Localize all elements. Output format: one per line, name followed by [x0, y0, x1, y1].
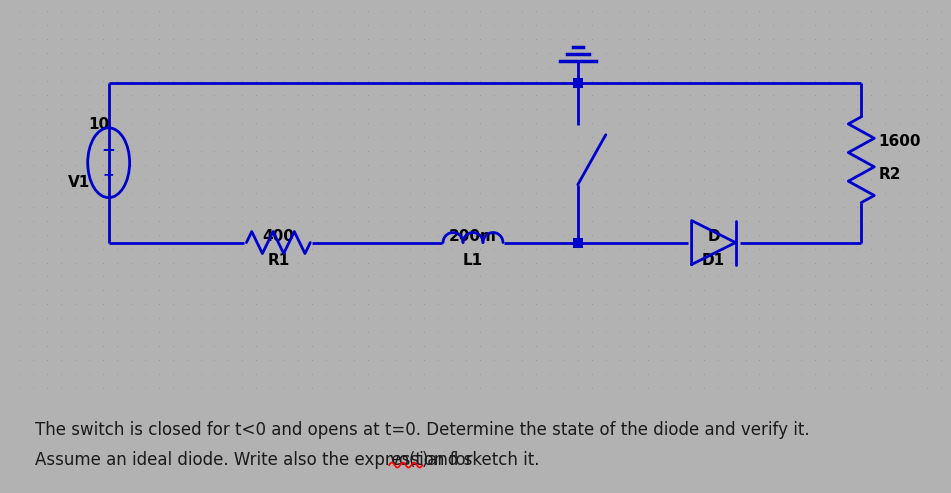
Text: V1: V1	[68, 175, 89, 190]
Text: 1600: 1600	[879, 134, 921, 149]
Text: 200m: 200m	[449, 229, 497, 244]
Text: and sketch it.: and sketch it.	[422, 451, 540, 469]
Text: Assume an ideal diode. Write also the expression for: Assume an ideal diode. Write also the ex…	[35, 451, 477, 469]
Text: 10: 10	[88, 117, 109, 132]
Text: +: +	[103, 168, 114, 182]
Text: vo(t): vo(t)	[389, 451, 428, 469]
Text: 400: 400	[262, 229, 294, 244]
Text: The switch is closed for t<0 and opens at t=0. Determine the state of the diode : The switch is closed for t<0 and opens a…	[35, 421, 809, 439]
Text: R2: R2	[879, 167, 901, 182]
Text: D1: D1	[702, 252, 725, 268]
Text: R1: R1	[267, 252, 289, 268]
Text: L1: L1	[463, 252, 483, 268]
Text: D: D	[708, 229, 720, 244]
Text: −: −	[102, 140, 116, 158]
